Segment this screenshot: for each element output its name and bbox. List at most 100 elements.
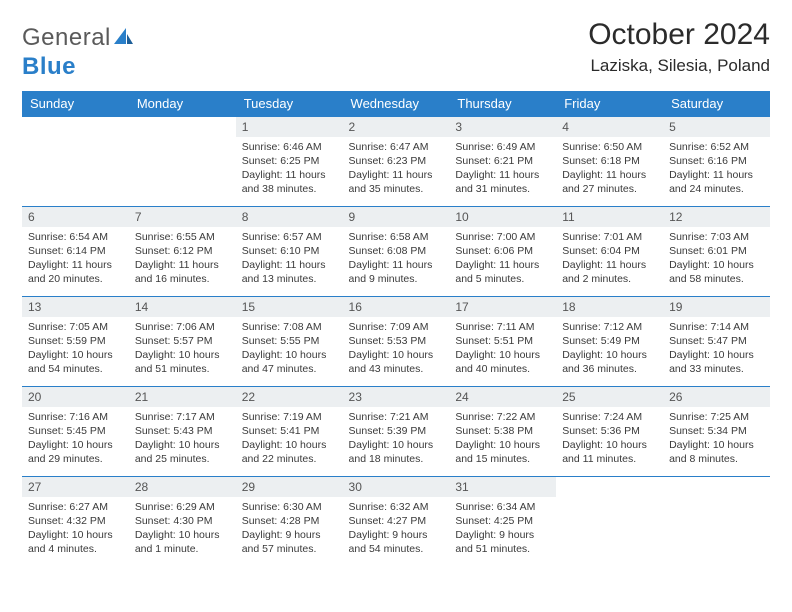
daylight-1: Daylight: 10 hours	[28, 348, 123, 362]
sunrise: Sunrise: 7:17 AM	[135, 410, 230, 424]
sunset: Sunset: 6:01 PM	[669, 244, 764, 258]
daylight-2: and 8 minutes.	[669, 452, 764, 466]
day-details: Sunrise: 6:47 AMSunset: 6:23 PMDaylight:…	[343, 137, 450, 201]
month-title: October 2024	[588, 18, 770, 52]
sunset: Sunset: 6:18 PM	[562, 154, 657, 168]
daylight-2: and 38 minutes.	[242, 182, 337, 196]
day-number: 23	[343, 387, 450, 407]
sunrise: Sunrise: 7:00 AM	[455, 230, 550, 244]
calendar-table: Sunday Monday Tuesday Wednesday Thursday…	[22, 91, 770, 567]
day-number: 6	[22, 207, 129, 227]
sunrise: Sunrise: 6:55 AM	[135, 230, 230, 244]
day-details: Sunrise: 6:55 AMSunset: 6:12 PMDaylight:…	[129, 227, 236, 291]
calendar-body: 1Sunrise: 6:46 AMSunset: 6:25 PMDaylight…	[22, 116, 770, 566]
day-cell: 25Sunrise: 7:24 AMSunset: 5:36 PMDayligh…	[556, 386, 663, 476]
sunrise: Sunrise: 6:27 AM	[28, 500, 123, 514]
sunrise: Sunrise: 6:52 AM	[669, 140, 764, 154]
day-number: 9	[343, 207, 450, 227]
day-details: Sunrise: 7:05 AMSunset: 5:59 PMDaylight:…	[22, 317, 129, 381]
daylight-2: and 51 minutes.	[455, 542, 550, 556]
col-monday: Monday	[129, 91, 236, 117]
sunset: Sunset: 6:12 PM	[135, 244, 230, 258]
day-details: Sunrise: 7:19 AMSunset: 5:41 PMDaylight:…	[236, 407, 343, 471]
daylight-2: and 40 minutes.	[455, 362, 550, 376]
day-cell: 23Sunrise: 7:21 AMSunset: 5:39 PMDayligh…	[343, 386, 450, 476]
sunrise: Sunrise: 6:50 AM	[562, 140, 657, 154]
day-number: 14	[129, 297, 236, 317]
day-details: Sunrise: 7:22 AMSunset: 5:38 PMDaylight:…	[449, 407, 556, 471]
daylight-2: and 58 minutes.	[669, 272, 764, 286]
daylight-2: and 47 minutes.	[242, 362, 337, 376]
sunset: Sunset: 4:27 PM	[349, 514, 444, 528]
daylight-1: Daylight: 10 hours	[135, 528, 230, 542]
sunrise: Sunrise: 6:32 AM	[349, 500, 444, 514]
day-cell: 20Sunrise: 7:16 AMSunset: 5:45 PMDayligh…	[22, 386, 129, 476]
day-details: Sunrise: 6:52 AMSunset: 6:16 PMDaylight:…	[663, 137, 770, 201]
daylight-2: and 5 minutes.	[455, 272, 550, 286]
sunset: Sunset: 5:39 PM	[349, 424, 444, 438]
day-cell: 2Sunrise: 6:47 AMSunset: 6:23 PMDaylight…	[343, 116, 450, 206]
daylight-1: Daylight: 11 hours	[242, 258, 337, 272]
sunset: Sunset: 5:41 PM	[242, 424, 337, 438]
day-number: 20	[22, 387, 129, 407]
daylight-2: and 51 minutes.	[135, 362, 230, 376]
daylight-1: Daylight: 10 hours	[242, 438, 337, 452]
daylight-1: Daylight: 11 hours	[242, 168, 337, 182]
day-cell: 26Sunrise: 7:25 AMSunset: 5:34 PMDayligh…	[663, 386, 770, 476]
sunrise: Sunrise: 6:29 AM	[135, 500, 230, 514]
sunrise: Sunrise: 7:19 AM	[242, 410, 337, 424]
col-sunday: Sunday	[22, 91, 129, 117]
day-number: 4	[556, 117, 663, 137]
daylight-1: Daylight: 10 hours	[28, 528, 123, 542]
sunrise: Sunrise: 7:09 AM	[349, 320, 444, 334]
sunrise: Sunrise: 7:12 AM	[562, 320, 657, 334]
sunset: Sunset: 6:16 PM	[669, 154, 764, 168]
day-number: 18	[556, 297, 663, 317]
day-details: Sunrise: 6:34 AMSunset: 4:25 PMDaylight:…	[449, 497, 556, 561]
day-number: 27	[22, 477, 129, 497]
day-details: Sunrise: 7:01 AMSunset: 6:04 PMDaylight:…	[556, 227, 663, 291]
daylight-1: Daylight: 11 hours	[562, 168, 657, 182]
day-cell: 15Sunrise: 7:08 AMSunset: 5:55 PMDayligh…	[236, 296, 343, 386]
day-cell: 8Sunrise: 6:57 AMSunset: 6:10 PMDaylight…	[236, 206, 343, 296]
sunrise: Sunrise: 6:46 AM	[242, 140, 337, 154]
location: Laziska, Silesia, Poland	[588, 56, 770, 76]
daylight-2: and 54 minutes.	[349, 542, 444, 556]
day-number: 28	[129, 477, 236, 497]
day-details: Sunrise: 6:27 AMSunset: 4:32 PMDaylight:…	[22, 497, 129, 561]
day-number: 13	[22, 297, 129, 317]
daylight-1: Daylight: 10 hours	[562, 348, 657, 362]
col-thursday: Thursday	[449, 91, 556, 117]
day-details: Sunrise: 7:16 AMSunset: 5:45 PMDaylight:…	[22, 407, 129, 471]
sunset: Sunset: 6:10 PM	[242, 244, 337, 258]
week-row: 20Sunrise: 7:16 AMSunset: 5:45 PMDayligh…	[22, 386, 770, 476]
sunrise: Sunrise: 7:06 AM	[135, 320, 230, 334]
day-cell: 1Sunrise: 6:46 AMSunset: 6:25 PMDaylight…	[236, 116, 343, 206]
day-number: 3	[449, 117, 556, 137]
sunrise: Sunrise: 6:47 AM	[349, 140, 444, 154]
daylight-1: Daylight: 9 hours	[242, 528, 337, 542]
sunset: Sunset: 5:34 PM	[669, 424, 764, 438]
daylight-2: and 18 minutes.	[349, 452, 444, 466]
daylight-2: and 36 minutes.	[562, 362, 657, 376]
day-cell: 3Sunrise: 6:49 AMSunset: 6:21 PMDaylight…	[449, 116, 556, 206]
daylight-1: Daylight: 10 hours	[669, 348, 764, 362]
sunrise: Sunrise: 7:14 AM	[669, 320, 764, 334]
day-cell: 17Sunrise: 7:11 AMSunset: 5:51 PMDayligh…	[449, 296, 556, 386]
sunset: Sunset: 5:49 PM	[562, 334, 657, 348]
daylight-1: Daylight: 10 hours	[242, 348, 337, 362]
day-details: Sunrise: 6:49 AMSunset: 6:21 PMDaylight:…	[449, 137, 556, 201]
sunrise: Sunrise: 7:21 AM	[349, 410, 444, 424]
daylight-1: Daylight: 10 hours	[455, 348, 550, 362]
daylight-2: and 22 minutes.	[242, 452, 337, 466]
day-details: Sunrise: 6:57 AMSunset: 6:10 PMDaylight:…	[236, 227, 343, 291]
logo-word-1: General	[22, 24, 111, 51]
sunset: Sunset: 4:25 PM	[455, 514, 550, 528]
day-number: 30	[343, 477, 450, 497]
sunset: Sunset: 5:57 PM	[135, 334, 230, 348]
sunset: Sunset: 6:25 PM	[242, 154, 337, 168]
sunrise: Sunrise: 6:49 AM	[455, 140, 550, 154]
sunrise: Sunrise: 6:34 AM	[455, 500, 550, 514]
daylight-2: and 29 minutes.	[28, 452, 123, 466]
sunrise: Sunrise: 7:11 AM	[455, 320, 550, 334]
